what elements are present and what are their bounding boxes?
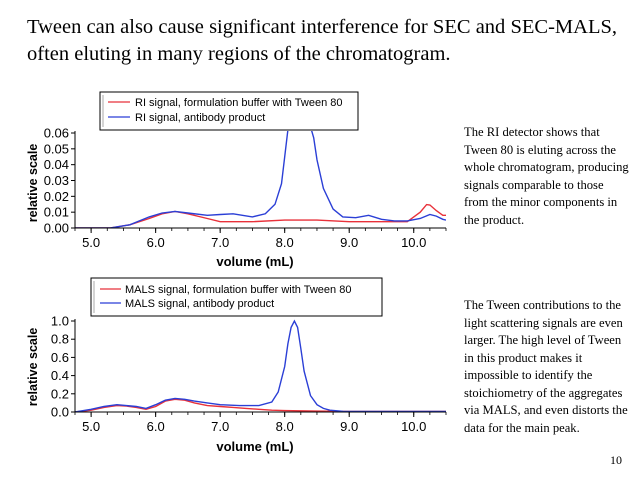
mals-chart: MALS signal, formulation buffer with Twe… [26, 277, 447, 454]
ri-legend-label-red: RI signal, formulation buffer with Tween… [135, 97, 343, 109]
mals-y-tick-label: 0.0 [51, 405, 69, 420]
mals-x-axis-label: volume (mL) [216, 439, 293, 454]
ri-legend: RI signal, formulation buffer with Tween… [99, 91, 359, 131]
ri-x-tick-label: 10.0 [401, 235, 426, 250]
mals-legend: MALS signal, formulation buffer with Twe… [90, 277, 383, 317]
mals-x-tick-label: 7.0 [211, 419, 229, 434]
ri-x-tick-label: 7.0 [211, 235, 229, 250]
mals-legend-box [90, 277, 383, 317]
mals-y-axis-label: relative scale [26, 328, 40, 407]
ri-series-blue [75, 131, 446, 228]
mals-y-tick-label: 0.4 [51, 368, 69, 383]
ri-y-tick-label: 0.06 [44, 126, 69, 141]
mals-x-tick-label: 6.0 [147, 419, 165, 434]
ri-y-tick-label: 0.03 [44, 173, 69, 188]
mals-y-tick-label: 0.8 [51, 332, 69, 347]
mals-y-tick-label: 1.0 [51, 314, 69, 329]
mals-legend-label-blue: MALS signal, antibody product [125, 298, 274, 310]
ri-y-tick-label: 0.05 [44, 141, 69, 156]
slide-title: Tween can also cause significant interfe… [27, 16, 617, 65]
ri-note: The RI detector shows that Tween 80 is e… [464, 125, 629, 227]
ri-y-axis-label: relative scale [26, 144, 40, 223]
mals-x-tick-label: 10.0 [401, 419, 426, 434]
mals-x-tick-label: 8.0 [276, 419, 294, 434]
page-number: 10 [610, 453, 622, 467]
ri-series-red [75, 203, 446, 228]
ri-y-tick-label: 0.04 [44, 157, 69, 172]
ri-x-tick-label: 9.0 [340, 235, 358, 250]
mals-y-tick-label: 0.2 [51, 386, 69, 401]
mals-x-tick-label: 5.0 [82, 419, 100, 434]
mals-x-tick-label: 9.0 [340, 419, 358, 434]
ri-legend-box [99, 91, 359, 131]
ri-plot-area: 0.000.010.020.030.040.050.06 5.0 6.0 7.0 8.0… [44, 126, 447, 250]
mals-plot-area: 0.0 0.2 0.4 0.6 0.8 1.0 5.0 6.0 7.0 8.0 9.0 10.0 [51, 314, 447, 434]
ri-x-tick-label: 5.0 [82, 235, 100, 250]
mals-series-blue [75, 319, 446, 412]
ri-x-axis-label: volume (mL) [216, 254, 293, 269]
ri-y-tick-label: 0.01 [44, 205, 69, 220]
ri-x-tick-label: 8.0 [276, 235, 294, 250]
mals-legend-label-red: MALS signal, formulation buffer with Twe… [125, 284, 351, 296]
mals-y-tick-label: 0.6 [51, 350, 69, 365]
mals-note: The Tween contributions to the light sca… [464, 298, 628, 435]
ri-x-tick-label: 6.0 [147, 235, 165, 250]
ri-y-tick-label: 0.00 [44, 221, 69, 236]
ri-y-tick-label: 0.02 [44, 189, 69, 204]
ri-legend-label-blue: RI signal, antibody product [135, 112, 265, 124]
ri-chart: RI signal, formulation buffer with Tween… [26, 91, 447, 269]
